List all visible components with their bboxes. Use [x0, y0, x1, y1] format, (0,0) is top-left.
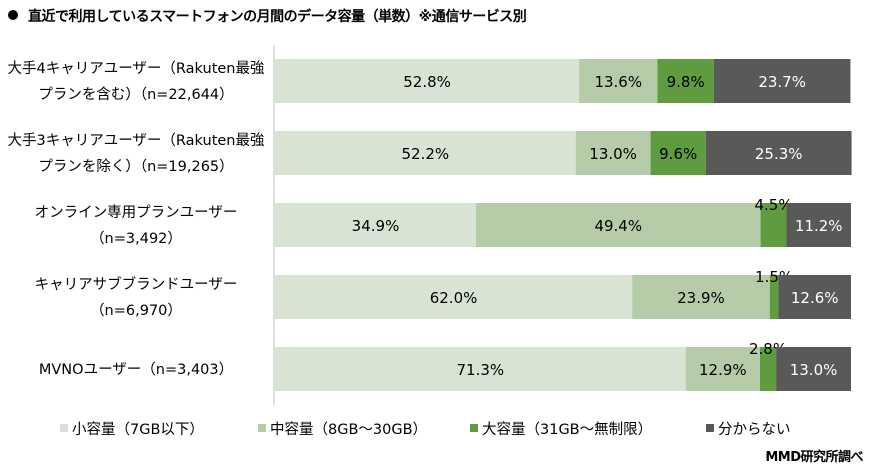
bar-segment	[275, 203, 477, 247]
data-label: 52.8%	[403, 73, 451, 91]
data-label: 23.9%	[677, 289, 725, 307]
data-label: 13.0%	[589, 145, 637, 163]
data-label: 71.3%	[457, 361, 505, 379]
bar-segment	[685, 347, 760, 391]
category-label: プランを含む）（n=22,644）	[38, 86, 233, 103]
bar-segment	[275, 275, 633, 319]
legend-item: 小容量（7GB以下）	[60, 418, 204, 439]
data-label: 52.2%	[402, 145, 450, 163]
bar-segment	[778, 275, 851, 319]
data-label: 9.8%	[667, 73, 705, 91]
bar-segment	[657, 59, 714, 103]
category-label: プランを除く）（n=19,265）	[38, 158, 233, 175]
bar-segment	[579, 59, 658, 103]
bar-segment	[632, 275, 770, 319]
legend-swatch	[60, 424, 68, 432]
legend-item: 中容量（8GB〜30GB）	[258, 418, 427, 439]
legend-swatch	[706, 424, 714, 432]
bar-segment	[760, 203, 787, 247]
data-label: 12.6%	[791, 289, 839, 307]
bar-segment	[713, 59, 851, 103]
category-label: オンライン専用プランユーザー	[35, 204, 238, 221]
legend-label: 中容量（8GB〜30GB）	[270, 422, 428, 438]
category-label: MVNOユーザー（n=3,403）	[39, 361, 233, 378]
data-label: 49.4%	[594, 217, 642, 235]
source-note: MMD研究所調べ	[765, 450, 863, 465]
data-label: 13.6%	[594, 73, 642, 91]
legend-label: 小容量（7GB以下）	[72, 422, 204, 438]
bar-segment	[275, 347, 686, 391]
category-label: キャリアサブブランドユーザー	[35, 275, 238, 293]
bar-segment	[275, 59, 580, 103]
category-label: （n=6,970）	[90, 302, 182, 319]
bar-segment	[275, 131, 576, 175]
bar-segment	[769, 275, 779, 319]
chart-title: 直近で利用しているスマートフォンの月間のデータ容量（単数）※通信サービス別	[8, 6, 527, 26]
legend-label: 大容量（31GB〜無制限）	[482, 422, 653, 438]
bar-segment	[759, 347, 777, 391]
data-label: 62.0%	[430, 289, 478, 307]
legend-item: 分からない	[706, 418, 791, 439]
data-label: 23.7%	[758, 73, 806, 91]
bar-segment	[776, 347, 851, 391]
legend-swatch	[258, 424, 266, 432]
bar-segment	[786, 203, 851, 247]
data-label: 34.9%	[352, 217, 400, 235]
data-label: 11.2%	[795, 217, 843, 235]
legend-item: 大容量（31GB〜無制限）	[470, 418, 652, 439]
bar-segment	[575, 131, 651, 175]
category-label: 大手3キャリアユーザー（Rakuten最強	[7, 132, 265, 149]
title-text: 直近で利用しているスマートフォンの月間のデータ容量（単数）※通信サービス別	[28, 9, 527, 25]
bar-segment	[705, 131, 852, 175]
data-label: 9.6%	[659, 145, 697, 163]
legend-swatch	[470, 424, 478, 432]
bullet-icon	[8, 10, 18, 20]
data-label: 12.9%	[699, 361, 747, 379]
legend-label: 分からない	[718, 422, 791, 438]
category-label: （n=3,492）	[90, 230, 182, 247]
bar-segment	[650, 131, 706, 175]
data-label: 25.3%	[755, 145, 803, 163]
data-label: 13.0%	[790, 361, 838, 379]
category-label: 大手4キャリアユーザー（Rakuten最強	[7, 60, 265, 77]
bar-segment	[476, 203, 761, 247]
data-label: 4.5%	[754, 196, 792, 214]
